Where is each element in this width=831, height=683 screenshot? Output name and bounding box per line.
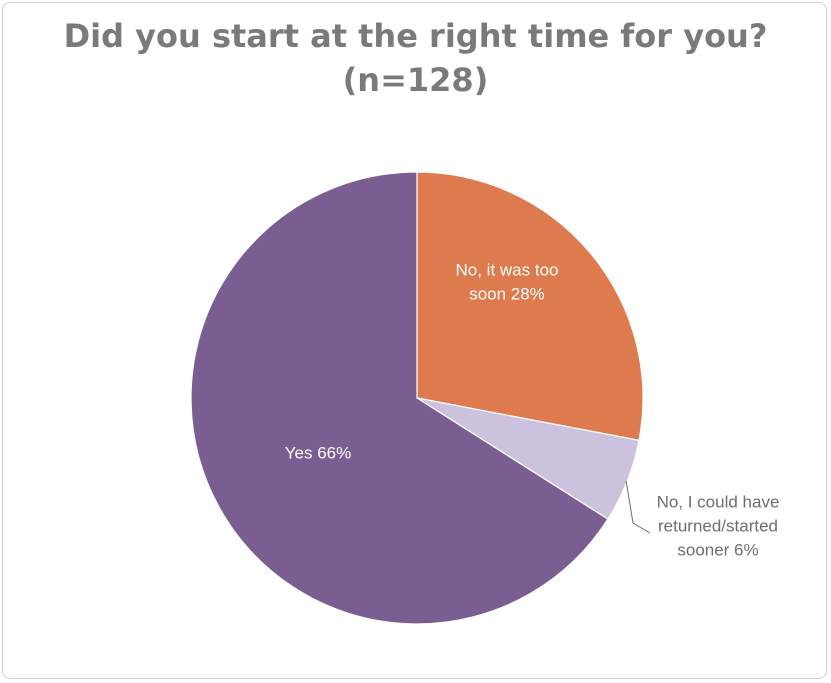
pie-slices	[190, 171, 644, 625]
data-label-slice-3-line-1: Yes 66%	[285, 443, 351, 462]
chart-title-block: Did you start at the right time for you?…	[0, 14, 831, 102]
data-labels: No, it was too soon 28% No, I could have re…	[285, 260, 780, 559]
pie-slice-3	[190, 171, 609, 625]
data-label-slice-2-line-1: No, I could have	[657, 492, 780, 511]
chart-title: Did you start at the right time for you?	[63, 17, 768, 55]
leader-line-slice-2	[625, 480, 651, 534]
data-label-slice-1-line-1: No, it was too	[456, 260, 559, 279]
leader-lines	[625, 480, 651, 534]
pie-slice-1	[416, 171, 644, 442]
chart-subtitle: (n=128)	[342, 61, 489, 99]
data-label-slice-2-line-3: sooner 6%	[677, 540, 758, 559]
data-label-slice-2-line-2: returned/started	[658, 516, 778, 535]
data-label-slice-1-line-2: soon 28%	[469, 284, 545, 303]
